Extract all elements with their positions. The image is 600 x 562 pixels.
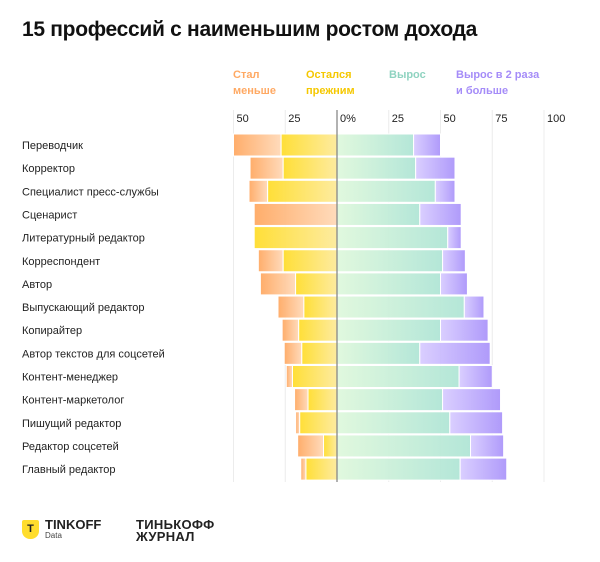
x-tick-label: 25 [288, 113, 300, 125]
category-label: Контент-менеджер [22, 372, 118, 384]
category-label: Контент-маркетолог [22, 395, 124, 407]
bar-decreased [294, 388, 309, 412]
bar-grew [336, 411, 451, 435]
bar-doubled [440, 318, 489, 342]
tinkoff-data-logo: T TINKOFF Data [22, 518, 101, 540]
bar-doubled [447, 226, 462, 250]
bar-decreased [295, 411, 301, 435]
category-label: Пишущий редактор [22, 418, 121, 430]
category-label: Корректор [22, 163, 75, 175]
logo2-line2: ЖУРНАЛ [136, 529, 195, 544]
bar-decreased [300, 457, 307, 481]
bar-grew [336, 365, 460, 388]
bar-doubled [413, 133, 441, 157]
bar-grew [336, 202, 421, 226]
bar-doubled [459, 457, 508, 481]
bar-decreased [257, 249, 284, 273]
bar-decreased [253, 202, 338, 226]
bar-doubled [419, 341, 491, 365]
category-label: Литературный редактор [22, 233, 145, 245]
bar-decreased [248, 179, 269, 203]
bar-grew [336, 457, 461, 481]
category-label: Сценарист [22, 209, 77, 221]
tinkoff-shield-icon: T [22, 519, 39, 539]
bar-doubled [442, 249, 466, 273]
bar-doubled [458, 365, 493, 388]
x-tick-label: 0% [340, 113, 356, 125]
bar-same [282, 156, 338, 180]
bar-grew [336, 133, 415, 157]
bar-same [291, 365, 338, 388]
bar-grew [336, 156, 417, 180]
bar-doubled [440, 272, 468, 296]
bar-decreased [283, 341, 303, 365]
bar-same [282, 249, 338, 273]
bar-grew [336, 318, 441, 342]
bar-grew [336, 272, 441, 296]
legend-same: Остался прежним [306, 69, 355, 97]
bar-same [267, 179, 338, 203]
bar-doubled [434, 179, 456, 203]
bar-decreased [281, 318, 300, 342]
legend-decreased: Стал меньше [233, 69, 276, 97]
logo2-line1: ТИНЬКОФФ [136, 517, 215, 532]
bar-decreased [249, 156, 284, 180]
bar-grew [336, 341, 421, 365]
x-tick-label: 100 [547, 113, 565, 125]
logo1-sub: Data [45, 531, 62, 540]
category-label: Выпускающий редактор [22, 302, 145, 314]
category-label: Автор текстов для соцсетей [22, 348, 165, 360]
legend-doubled: Вырос в 2 раза и больше [456, 69, 540, 97]
tinkoff-journal-logo: ТИНЬКОФФ ЖУРНАЛ [136, 517, 215, 544]
bar-doubled [470, 434, 505, 458]
category-label: Специалист пресс-службы [22, 186, 159, 198]
chart-svg: 50 25 0% 25 50 75 100 Переводчик Корректор Специа… [22, 110, 565, 482]
logo1-main: TINKOFF [45, 517, 102, 532]
bar-same [307, 388, 338, 412]
chart-title: 15 профессий с наименьшим ростом дохода [22, 18, 478, 41]
bar-decreased [259, 272, 297, 296]
category-label: Редактор соцсетей [22, 441, 119, 453]
bar-decreased [285, 365, 293, 388]
x-tick-label: 50 [444, 113, 456, 125]
bar-same [253, 226, 338, 250]
bar-decreased [277, 295, 305, 319]
bar-same [280, 133, 338, 157]
bar-same [323, 434, 338, 458]
bar-grew [336, 249, 444, 273]
bar-grew [336, 295, 465, 319]
category-label: Автор [22, 279, 52, 291]
x-tick-label: 25 [392, 113, 404, 125]
bar-doubled [463, 295, 485, 319]
bar-decreased [297, 434, 325, 458]
bar-decreased [233, 133, 282, 157]
bar-grew [336, 434, 472, 458]
bar-same [301, 341, 338, 365]
bar-grew [336, 388, 444, 412]
bar-same [299, 411, 338, 435]
bar-doubled [415, 156, 456, 180]
category-label: Корреспондент [22, 256, 100, 268]
bar-same [298, 318, 338, 342]
bar-grew [336, 179, 436, 203]
bar-doubled [442, 388, 502, 412]
bar-same [295, 272, 338, 296]
bar-same [303, 295, 338, 319]
bar-grew [336, 226, 449, 250]
bar-doubled [449, 411, 504, 435]
category-label: Главный редактор [22, 464, 116, 476]
x-tick-label: 50 [237, 113, 249, 125]
bar-doubled [419, 202, 462, 226]
legend-grew: Вырос [389, 69, 426, 81]
bar-same [305, 457, 338, 481]
category-label: Копирайтер [22, 325, 82, 337]
x-tick-label: 75 [495, 113, 507, 125]
category-label: Переводчик [22, 140, 83, 152]
